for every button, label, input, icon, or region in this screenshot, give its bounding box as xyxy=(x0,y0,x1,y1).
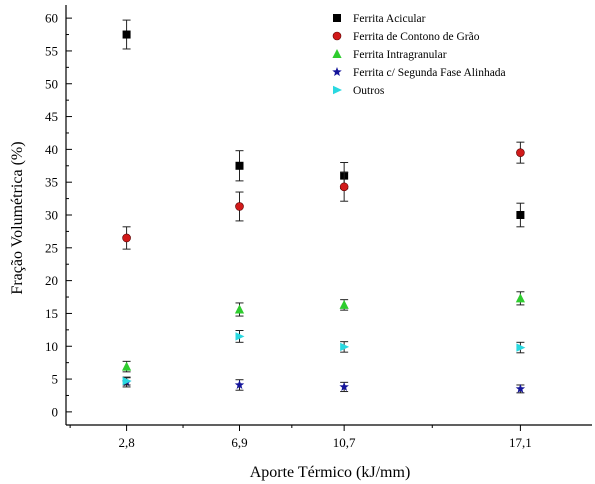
y-tick-label: 15 xyxy=(45,306,58,321)
data-point xyxy=(340,342,350,352)
data-point xyxy=(516,343,526,352)
data-point xyxy=(122,30,131,39)
legend-marker xyxy=(333,14,341,22)
y-tick-label: 5 xyxy=(52,372,59,387)
y-ticks: 0 5 10 15 20 25 30 35 40 45 50 55 60 xyxy=(45,11,72,419)
y-tick-label: 45 xyxy=(45,109,58,124)
series-markers xyxy=(121,19,526,394)
axes xyxy=(65,5,592,426)
data-point xyxy=(339,182,349,192)
x-ticks: 2,8 6,9 10,7 17,1 xyxy=(69,425,532,450)
x-tick-label: 6,9 xyxy=(231,435,247,450)
legend: Ferrita Acicular Ferrita de Contono de Gr… xyxy=(332,13,506,97)
legend-label: Ferrita Intragranular xyxy=(353,49,447,61)
y-tick-label: 40 xyxy=(45,142,58,157)
legend-marker xyxy=(332,49,342,58)
data-point xyxy=(235,161,244,170)
data-point xyxy=(516,148,525,157)
data-point xyxy=(516,211,525,219)
series-2 xyxy=(122,141,525,250)
legend-label: Ferrita Acicular xyxy=(353,13,426,25)
y-tick-label: 20 xyxy=(45,273,58,288)
data-point xyxy=(122,376,132,386)
data-point xyxy=(339,299,349,309)
data-point xyxy=(515,383,526,393)
y-tick-label: 0 xyxy=(52,404,59,419)
x-tick-label: 10,7 xyxy=(333,435,356,450)
data-point xyxy=(121,361,132,371)
data-point xyxy=(235,202,244,211)
legend-label: Ferrita c/ Segunda Fase Alinhada xyxy=(353,67,506,79)
data-point xyxy=(515,293,525,303)
series-1 xyxy=(122,19,525,228)
legend-label: Ferrita de Contono de Grão xyxy=(353,31,480,43)
series-3 xyxy=(121,291,525,373)
legend-label: Outros xyxy=(353,85,385,97)
data-point xyxy=(235,332,245,341)
y-tick-label: 50 xyxy=(45,76,58,91)
series-4 xyxy=(121,377,526,394)
series-5 xyxy=(122,330,526,386)
y-axis-title: Fração Volumétrica (%) xyxy=(9,141,26,294)
data-point xyxy=(234,380,245,389)
y-tick-label: 60 xyxy=(45,11,58,26)
data-point xyxy=(122,233,131,243)
legend-marker xyxy=(332,31,342,41)
x-tick-label: 2,8 xyxy=(118,435,134,450)
y-tick-label: 25 xyxy=(45,240,58,255)
legend-marker xyxy=(333,85,342,95)
x-axis-title: Aporte Térmico (kJ/mm) xyxy=(250,464,411,481)
legend-marker xyxy=(332,67,342,77)
data-point xyxy=(234,304,245,314)
y-tick-label: 35 xyxy=(45,175,58,190)
x-tick-label: 17,1 xyxy=(509,435,532,450)
y-tick-label: 10 xyxy=(45,339,58,354)
y-tick-label: 55 xyxy=(45,43,58,58)
data-point xyxy=(339,381,349,391)
y-tick-label: 30 xyxy=(45,208,58,223)
